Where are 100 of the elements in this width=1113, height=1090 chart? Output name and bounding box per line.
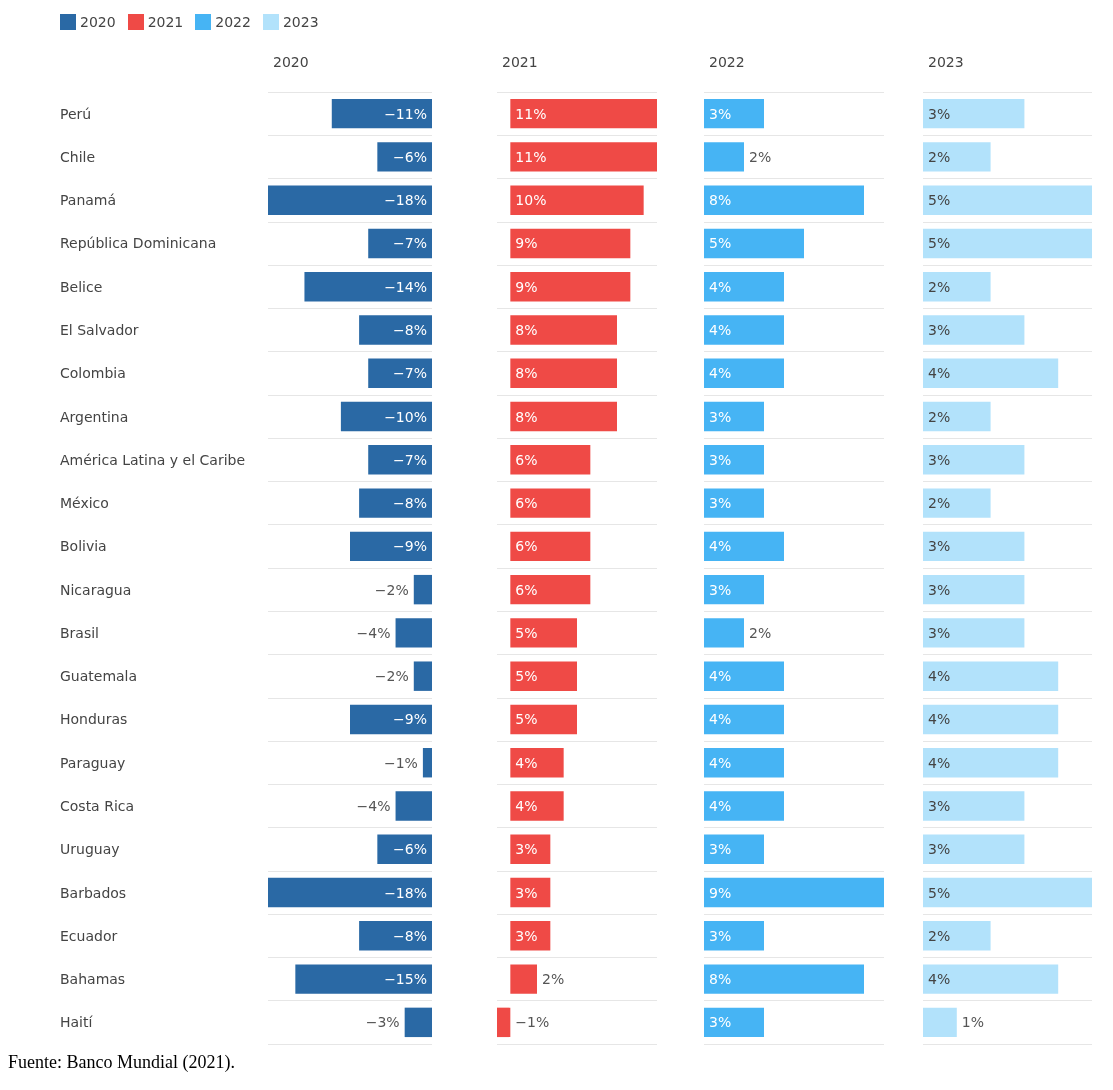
- data-label: 3%: [928, 538, 951, 555]
- y-tick-label: Guatemala: [60, 668, 138, 685]
- data-label: −9%: [393, 711, 427, 728]
- bar: [923, 574, 1025, 605]
- bar: [704, 661, 784, 691]
- bar: [510, 791, 564, 821]
- data-label: 3%: [709, 581, 732, 598]
- bar: [510, 574, 591, 605]
- bar: [923, 142, 991, 172]
- y-tick-label: Bahamas: [60, 971, 126, 988]
- data-label: 3%: [709, 841, 732, 858]
- bar: [510, 531, 591, 562]
- data-label: 4%: [709, 754, 732, 771]
- bar: [510, 401, 617, 432]
- data-label: −7%: [393, 235, 427, 252]
- data-label: 3%: [515, 884, 538, 901]
- bar: [510, 618, 577, 648]
- legend-label: 2022: [215, 14, 251, 30]
- data-label: 3%: [928, 322, 951, 338]
- data-label: 5%: [928, 235, 951, 252]
- bar: [704, 574, 764, 605]
- bar: [923, 1007, 957, 1038]
- data-label: 2%: [749, 148, 772, 165]
- y-tick-label: Paraguay: [60, 754, 126, 771]
- bar: [923, 877, 1092, 908]
- data-label: 4%: [515, 754, 538, 771]
- data-label: 6%: [515, 538, 538, 555]
- bar: [704, 791, 784, 821]
- data-label: −1%: [383, 754, 418, 771]
- bar: [923, 748, 1059, 778]
- y-tick-label: Honduras: [60, 711, 128, 728]
- y-tick-label: Chile: [60, 148, 96, 165]
- data-label: 2%: [928, 495, 951, 512]
- y-tick-label: Costa Rica: [60, 798, 135, 814]
- data-label: −3%: [365, 1014, 400, 1031]
- data-label: 8%: [515, 322, 538, 338]
- data-label: −4%: [356, 624, 391, 641]
- data-label: 4%: [709, 798, 732, 814]
- data-label: 4%: [709, 322, 732, 338]
- data-label: 3%: [928, 105, 951, 122]
- bar: [497, 1007, 511, 1038]
- data-label: 2%: [542, 971, 565, 988]
- data-label: 9%: [515, 235, 538, 252]
- chart-title: 2020: [273, 54, 309, 70]
- data-label: 5%: [515, 668, 538, 685]
- data-label: −15%: [384, 971, 427, 988]
- bar: [704, 98, 764, 129]
- bar: [704, 964, 864, 994]
- data-label: −1%: [515, 1014, 550, 1031]
- bar: [923, 272, 991, 302]
- bar: [923, 791, 1025, 821]
- bar: [704, 748, 784, 778]
- bar: [704, 401, 764, 432]
- chart-title: 2021: [502, 54, 538, 70]
- bar: [510, 185, 644, 215]
- data-label: 6%: [515, 451, 538, 468]
- bar: [704, 531, 784, 562]
- data-label: 11%: [515, 148, 547, 165]
- data-label: 10%: [515, 192, 547, 209]
- bar: [923, 964, 1059, 994]
- data-label: 2%: [928, 148, 951, 165]
- bar: [704, 488, 764, 518]
- data-label: −2%: [374, 668, 409, 685]
- data-label: 3%: [928, 841, 951, 858]
- bar: [510, 98, 657, 129]
- y-tick-label: Uruguay: [60, 841, 120, 858]
- y-tick-label: Barbados: [60, 884, 127, 901]
- data-label: −8%: [393, 927, 427, 944]
- y-tick-label: El Salvador: [60, 322, 139, 338]
- y-tick-label: América Latina y el Caribe: [60, 451, 246, 468]
- y-tick-label: Nicaragua: [60, 581, 132, 598]
- data-label: 3%: [928, 581, 951, 598]
- data-label: −7%: [393, 451, 427, 468]
- bar: [923, 401, 991, 432]
- data-label: 3%: [709, 408, 732, 425]
- y-tick-label: Colombia: [60, 365, 126, 382]
- chart-title: 2022: [709, 54, 745, 70]
- bar: [704, 618, 744, 648]
- bar: [704, 1007, 764, 1038]
- data-label: 5%: [709, 235, 732, 252]
- bar: [510, 358, 617, 388]
- data-label: 5%: [515, 624, 538, 641]
- bar: [704, 272, 784, 302]
- y-tick-label: Perú: [60, 105, 92, 122]
- y-tick-label: Brasil: [60, 624, 100, 641]
- data-label: −18%: [384, 884, 427, 901]
- bar: [510, 748, 564, 778]
- data-label: −6%: [393, 148, 427, 165]
- bar: [923, 98, 1025, 129]
- data-label: 8%: [515, 365, 538, 382]
- bar: [704, 704, 784, 735]
- data-label: 4%: [709, 278, 732, 295]
- bar: [704, 315, 784, 345]
- y-tick-label: Bolivia: [60, 538, 107, 555]
- bar: [923, 704, 1059, 735]
- bar: [923, 531, 1025, 562]
- bar: [704, 445, 764, 475]
- y-tick-label: República Dominicana: [60, 235, 217, 252]
- data-label: 3%: [515, 841, 538, 858]
- y-tick-label: Belice: [60, 278, 103, 295]
